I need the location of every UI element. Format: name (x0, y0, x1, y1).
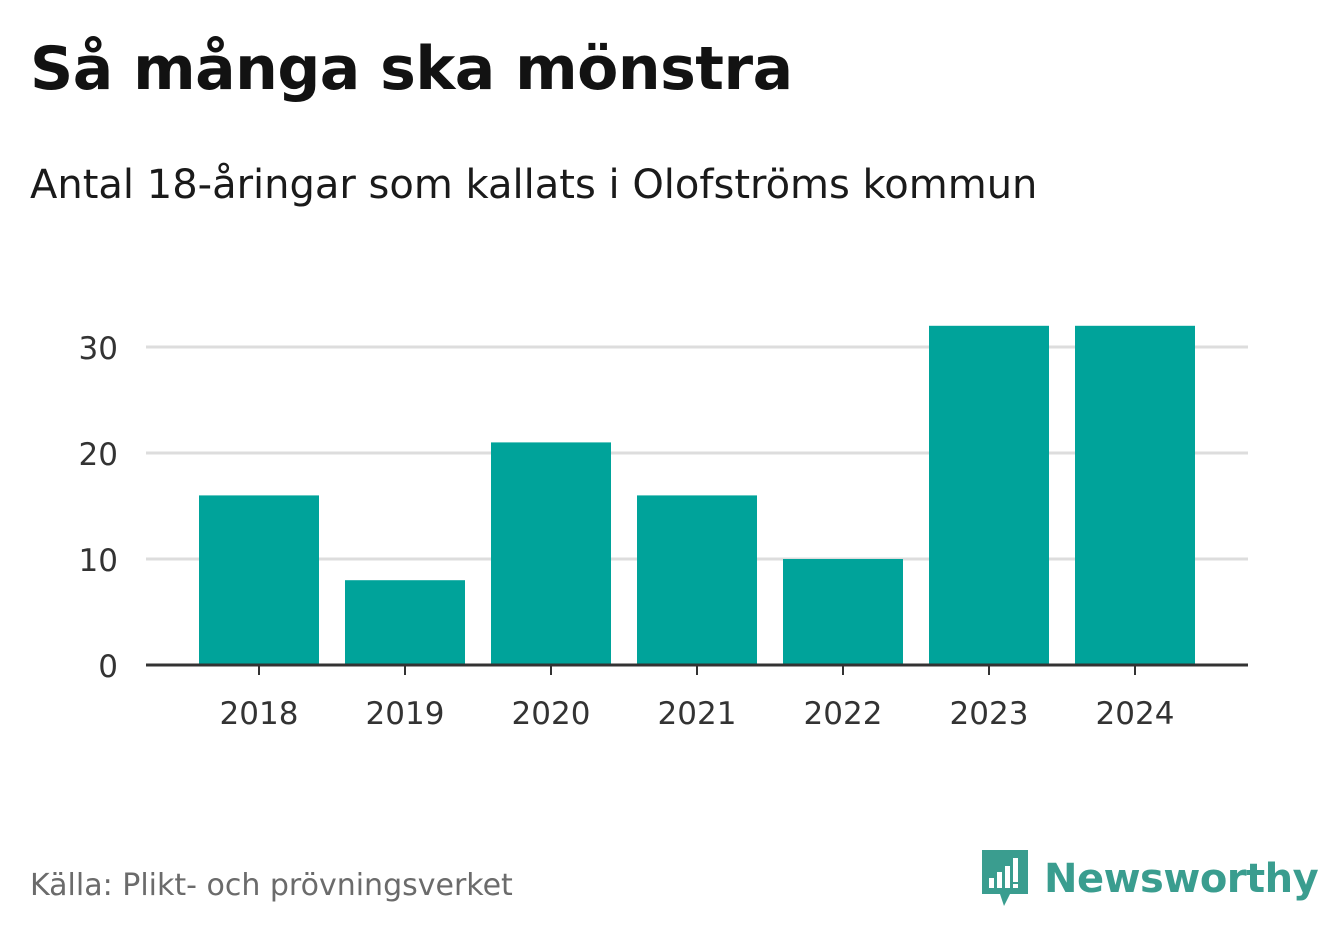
bar-2022 (783, 559, 903, 665)
y-tick-label: 10 (79, 543, 118, 579)
bars (199, 325, 1195, 665)
y-tick-label: 20 (79, 437, 118, 473)
y-tick-label: 30 (79, 331, 118, 367)
x-tick-label: 2020 (512, 696, 591, 732)
x-tick-label: 2023 (950, 696, 1029, 732)
bar-2019 (345, 580, 465, 665)
x-tick-label: 2022 (804, 696, 883, 732)
x-tick-label: 2024 (1096, 696, 1175, 732)
y-tick-label: 0 (98, 649, 118, 685)
bar-2023 (929, 325, 1049, 665)
x-tick-label: 2019 (366, 696, 445, 732)
source-note: Källa: Plikt- och prövningsverket (30, 868, 513, 903)
brand-logo: Newsworthy (980, 848, 1319, 910)
brand-name: Newsworthy (1044, 856, 1319, 902)
bar-2024 (1075, 325, 1195, 665)
axes: 0 10 20 30 2018 2019 2020 2021 2022 2023 2024 (79, 331, 1248, 732)
bar-chart-speech-bubble-icon (982, 850, 1028, 906)
bar-2018 (199, 495, 319, 665)
bar-chart: 0 10 20 30 2018 2019 2020 2021 2022 2023 2024 (79, 325, 1248, 732)
chart-subtitle: Antal 18-åringar som kallats i Olofström… (30, 162, 1038, 208)
bar-2020 (491, 442, 611, 665)
x-tick-label: 2021 (658, 696, 737, 732)
bar-2021 (637, 495, 757, 665)
chart-title: Så många ska mönstra (30, 34, 793, 104)
x-tick-label: 2018 (220, 696, 299, 732)
